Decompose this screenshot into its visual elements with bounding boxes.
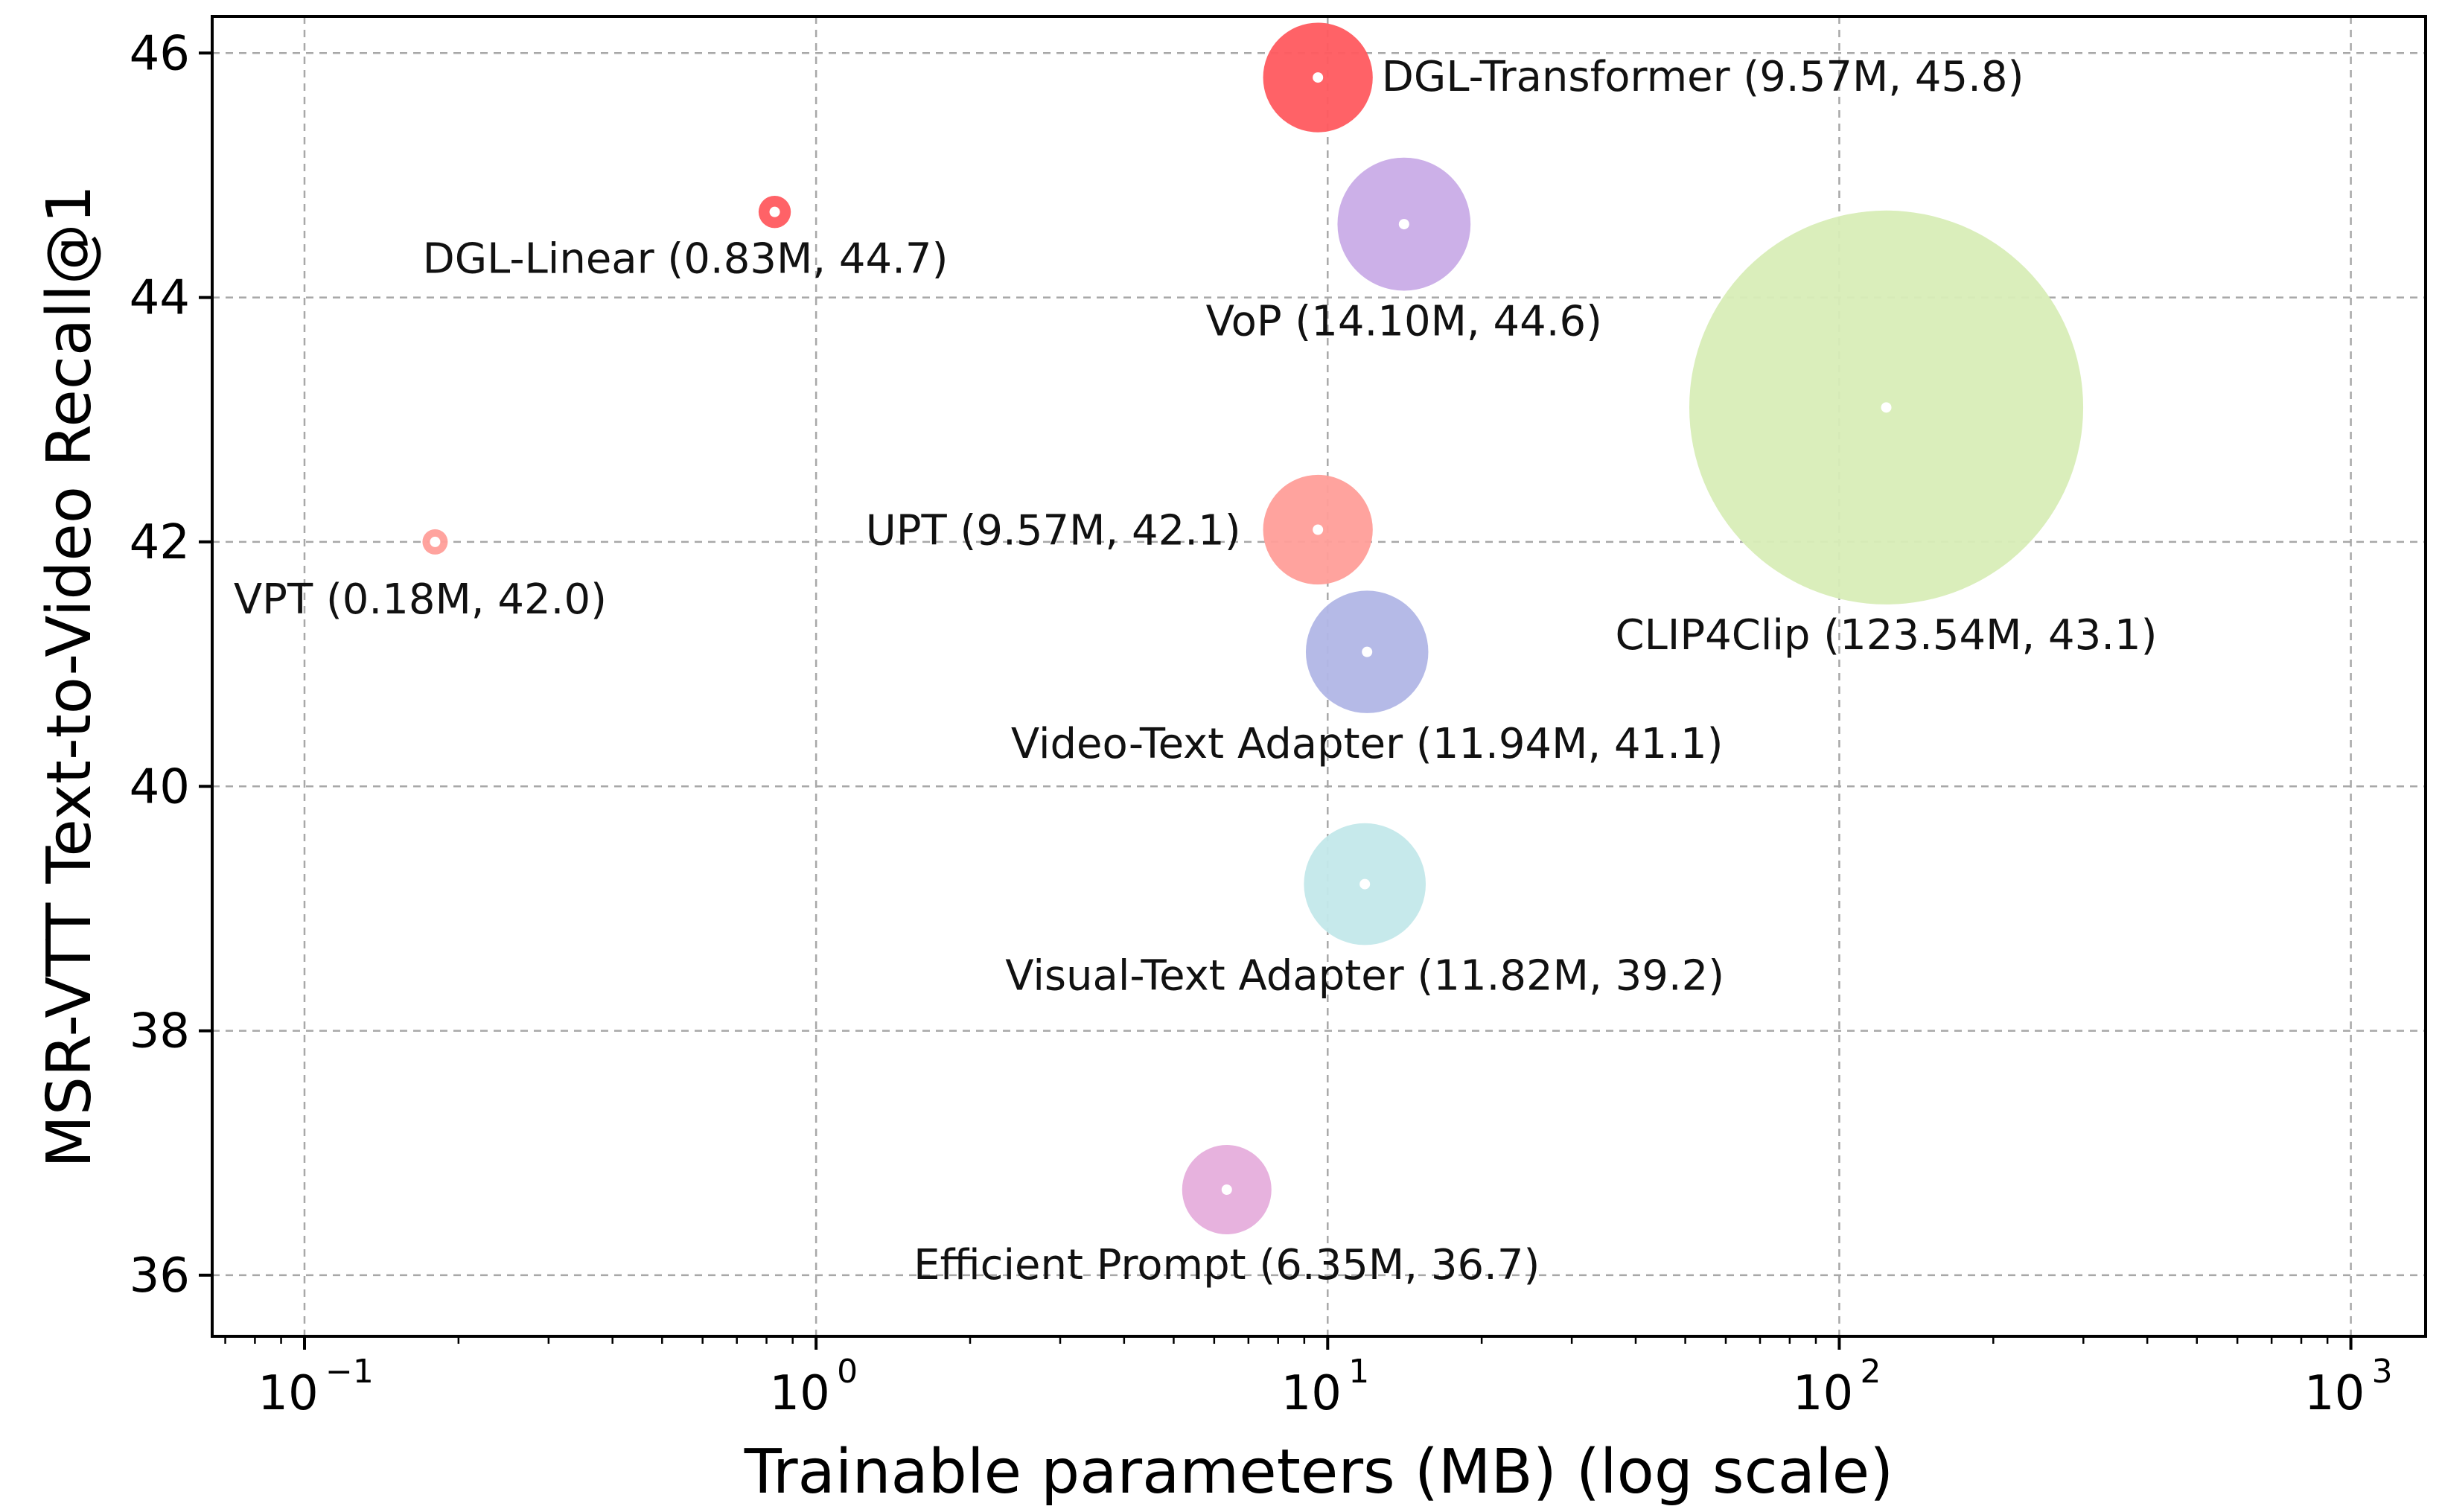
bubble-center-dot — [1313, 72, 1324, 83]
bubble-center-dot — [1313, 524, 1324, 535]
y-tick-label: 36 — [130, 1248, 190, 1304]
grid-lines — [212, 16, 2426, 1336]
bubble-center-dot — [1359, 878, 1371, 890]
x-tick-exponent: 1 — [1348, 1353, 1369, 1391]
y-tick-label: 40 — [130, 759, 190, 814]
x-tick-exponent: 3 — [2372, 1353, 2393, 1391]
data-label: Video-Text Adapter (11.94M, 41.1) — [1011, 720, 1724, 768]
data-labels: DGL-Transformer (9.57M, 45.8) DGL-Linear … — [234, 53, 2158, 1289]
data-label: DGL-Transformer (9.57M, 45.8) — [1382, 53, 2024, 101]
bubbles — [422, 22, 2084, 1234]
y-axis-title: MSR-VTT Text-to-Video Recall@1 — [34, 185, 105, 1168]
y-tick-label: 42 — [130, 515, 190, 570]
x-tick-label: 10 — [1793, 1366, 1853, 1421]
bubble-center-dot — [1398, 219, 1409, 230]
data-label: UPT (9.57M, 42.1) — [866, 507, 1241, 555]
bubble-center-dot — [1362, 646, 1373, 657]
bubble-center-dot — [1881, 402, 1892, 413]
x-tick-label: 10 — [258, 1366, 318, 1421]
bubble-center-dot — [769, 206, 780, 217]
y-tick-label: 44 — [130, 271, 190, 326]
x-tick-exponent: 2 — [1860, 1353, 1881, 1391]
data-label: VoP (14.10M, 44.6) — [1206, 297, 1602, 345]
x-axis-title: Trainable parameters (MB) (log scale) — [744, 1437, 1893, 1508]
data-label: Efficient Prompt (6.35M, 36.7) — [914, 1241, 1540, 1289]
bubble-center-dot — [1221, 1184, 1232, 1195]
data-label: DGL-Linear (0.83M, 44.7) — [423, 235, 949, 284]
y-tick-label: 46 — [130, 26, 190, 81]
x-tick-label: 10 — [1281, 1366, 1342, 1421]
data-label: VPT (0.18M, 42.0) — [234, 575, 607, 624]
x-tick-exponent: 0 — [837, 1353, 858, 1391]
x-tick-label: 10 — [769, 1366, 829, 1421]
data-label: CLIP4Clip (123.54M, 43.1) — [1616, 611, 2158, 660]
y-tick-label: 38 — [130, 1004, 190, 1059]
bubble-center-dot — [430, 536, 441, 547]
data-label: Visual-Text Adapter (11.82M, 39.2) — [1005, 951, 1724, 1000]
x-tick-label: 10 — [2304, 1366, 2365, 1421]
plot-frame — [211, 15, 2427, 1338]
x-tick-exponent: −1 — [325, 1353, 374, 1391]
